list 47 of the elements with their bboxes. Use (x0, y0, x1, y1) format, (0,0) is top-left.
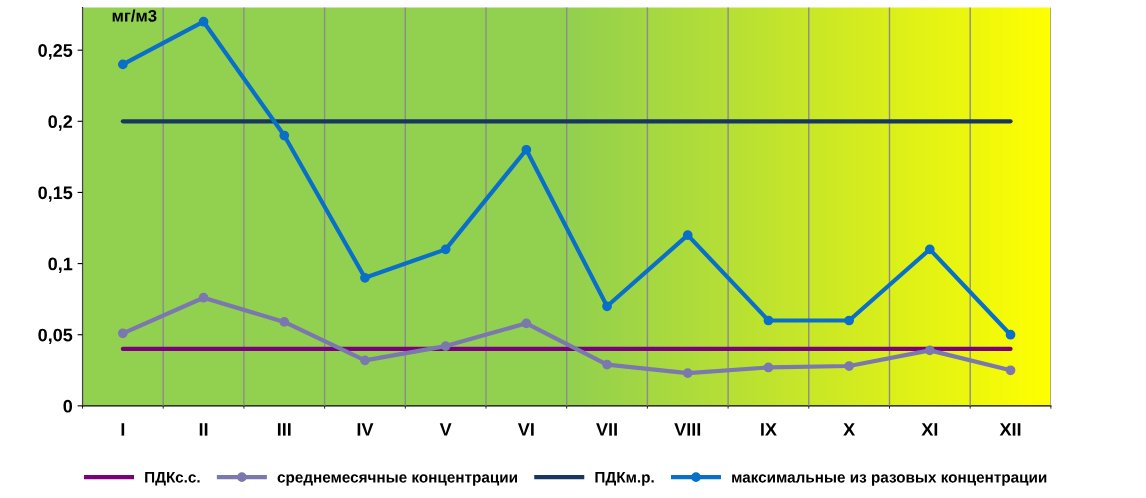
x-tick-label: IX (761, 423, 777, 436)
point (117, 328, 128, 339)
point (763, 315, 774, 326)
point (924, 244, 935, 255)
y-tick-label: 0,25 (38, 44, 73, 60)
point (1005, 365, 1016, 376)
x-tick-label: II (199, 423, 208, 436)
x-tick-label: XI (921, 423, 938, 436)
point (682, 230, 693, 240)
point (763, 362, 774, 373)
point (198, 292, 209, 303)
point (440, 341, 451, 351)
point (1005, 329, 1016, 340)
x-tick-label: I (121, 423, 125, 436)
x-tick-label: IV (357, 423, 374, 436)
point (279, 130, 290, 141)
legend-label: максимальные из разовых концентрации (732, 474, 1047, 486)
point (360, 272, 370, 283)
point (521, 144, 532, 155)
y-tick-label: 0 (63, 399, 73, 413)
x-tick-label: V (439, 423, 452, 436)
legend-label: ПДКм.р. (595, 471, 654, 486)
point (440, 244, 451, 255)
x-tick-label: VIII (674, 423, 701, 436)
point (602, 359, 612, 370)
y-axis-title: мг/м3 (112, 9, 157, 22)
point (279, 317, 290, 327)
point (360, 355, 370, 366)
legend-label: среднемесячные концентрации (277, 474, 517, 486)
legend-label: ПДКс.с. (145, 471, 200, 486)
x-tick-label: X (843, 423, 855, 436)
point (682, 368, 693, 379)
point (844, 361, 855, 371)
x-tick-label: VI (517, 423, 534, 436)
point (521, 318, 532, 329)
point (198, 16, 209, 27)
y-tick-label: 0,05 (38, 328, 73, 345)
point (844, 315, 855, 326)
point (924, 345, 935, 356)
y-tick-label: 0,15 (38, 186, 73, 202)
x-tick-label: III (277, 423, 291, 436)
x-tick-label: VII (596, 423, 617, 436)
point (602, 301, 612, 312)
y-tick-label: 0,2 (48, 115, 73, 131)
point (117, 59, 128, 70)
x-tick-label: XII (999, 423, 1021, 436)
y-tick-label: 0,1 (48, 257, 73, 273)
